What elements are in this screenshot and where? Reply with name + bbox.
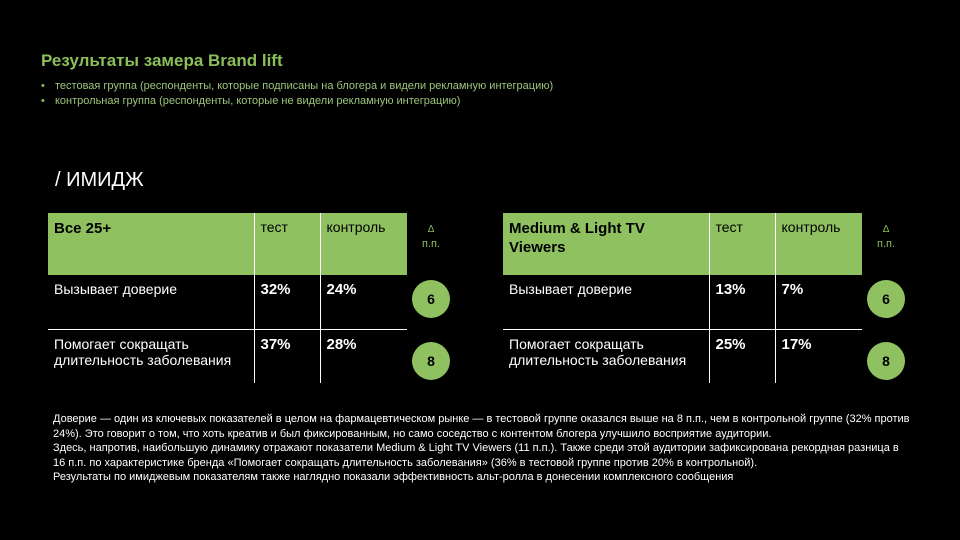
paragraph-results: Результаты по имиджевым показателям такж…: [53, 471, 734, 483]
control-value: 17%: [774, 329, 862, 383]
section-heading: / ИМИДЖ: [55, 169, 144, 191]
page-title: Результаты замера Brand lift: [41, 51, 283, 70]
row-label: Помогает сокращать длительность заболева…: [509, 335, 687, 368]
control-value: 7%: [774, 275, 862, 330]
test-value: 37%: [253, 329, 320, 383]
delta-header: ∆ п.п.: [412, 222, 450, 252]
conclusions-text: Доверие — один из ключевых показателей в…: [53, 412, 913, 485]
control-value: 24%: [319, 275, 407, 330]
legend-item-test: тестовая группа (респонденты, которые по…: [41, 79, 553, 94]
paragraph-trust: Доверие — один из ключевых показателей в…: [53, 413, 910, 440]
delta-unit: п.п.: [876, 238, 896, 250]
segment-header: Medium & Light TV Viewers: [503, 213, 709, 275]
test-value: 13%: [708, 275, 775, 330]
paragraph-tv-viewers: Здесь, напротив, наибольшую динамику отр…: [53, 442, 899, 469]
control-value: 28%: [319, 329, 407, 383]
delta-badge: 8: [867, 342, 905, 380]
control-header: контроль: [319, 213, 407, 275]
row-label: Помогает сокращать длительность заболева…: [54, 335, 232, 368]
control-header: контроль: [774, 213, 862, 275]
test-header: тест: [253, 213, 320, 275]
test-header: тест: [708, 213, 775, 275]
delta-header: ∆ п.п.: [867, 222, 905, 252]
legend-item-control: контрольная группа (респонденты, которые…: [41, 94, 553, 109]
segment-header: Все 25+: [48, 213, 254, 275]
delta-triangle-icon: ∆: [882, 224, 890, 235]
results-table-tv-viewers: Medium & Light TV Viewers тест контроль …: [503, 213, 862, 383]
row-label: Вызывает доверие: [503, 275, 709, 330]
row-label: Вызывает доверие: [48, 275, 254, 330]
delta-unit: п.п.: [421, 238, 441, 250]
delta-badge: 8: [412, 342, 450, 380]
delta-badge: 6: [867, 280, 905, 318]
delta-triangle-icon: ∆: [427, 224, 435, 235]
test-value: 25%: [708, 329, 775, 383]
test-value: 32%: [253, 275, 320, 330]
results-table-all: Все 25+ тест контроль Вызывает доверие 3…: [48, 213, 407, 383]
legend-list: тестовая группа (респонденты, которые по…: [41, 79, 553, 108]
delta-badge: 6: [412, 280, 450, 318]
